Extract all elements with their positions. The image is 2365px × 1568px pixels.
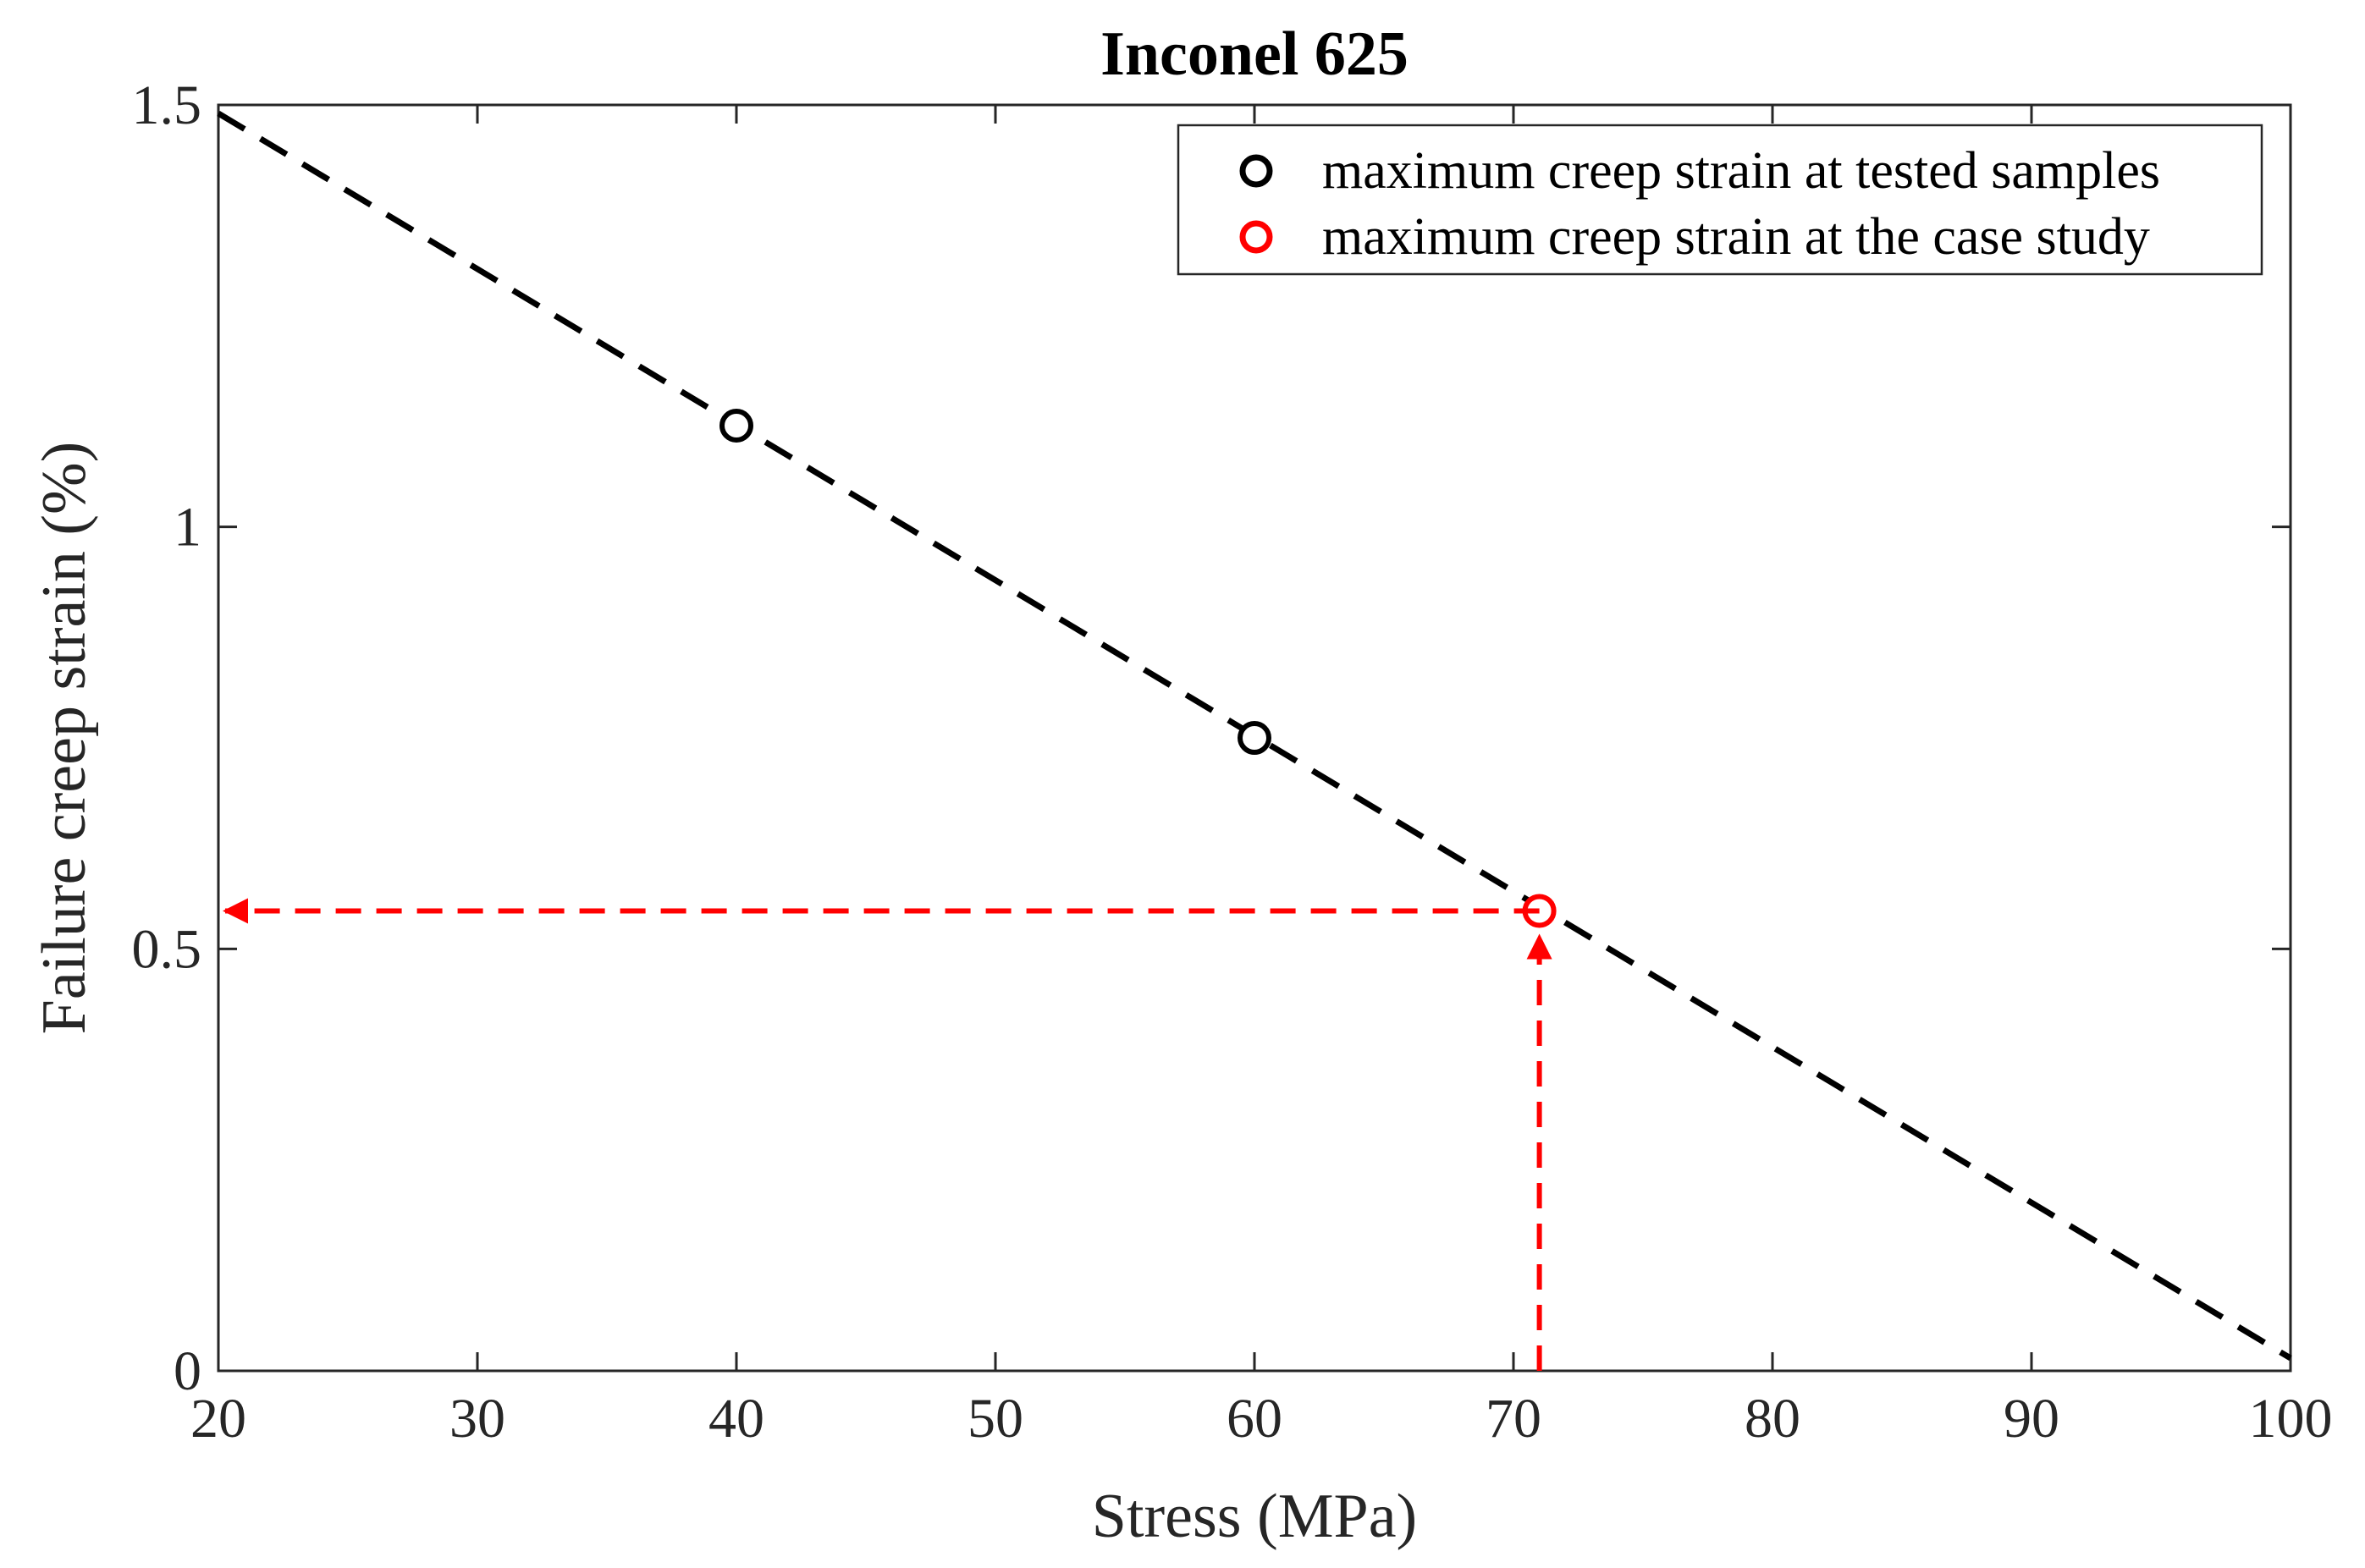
x-axis-tick-labels: 20 30 40 50 60 70 80 90 100 — [190, 1388, 2333, 1450]
x-tick-label: 80 — [1745, 1388, 1800, 1450]
fit-line — [217, 110, 2292, 1362]
plot-area — [217, 103, 2292, 1373]
legend-box — [1177, 124, 2263, 276]
x-axis-label: Stress (MPa) — [1092, 1482, 1417, 1551]
y-tick-label: 1.5 — [132, 74, 202, 136]
y-tick-label: 0 — [174, 1340, 201, 1402]
x-tick-label: 50 — [968, 1388, 1023, 1450]
legend-marker-tested-samples — [1239, 154, 1273, 188]
y-tick-label: 1 — [174, 497, 201, 558]
y-axis-tick-labels: 0 0.5 1 1.5 — [132, 74, 202, 1402]
annotation-layer — [223, 898, 1552, 1371]
x-tick-label: 40 — [708, 1388, 764, 1450]
x-tick-label: 20 — [190, 1388, 246, 1450]
x-tick-label: 90 — [2004, 1388, 2059, 1450]
series-layer — [217, 110, 2292, 1362]
y-axis-ticks — [218, 103, 2291, 1373]
x-axis-ticks — [217, 105, 2292, 1371]
data-point-tested-sample — [719, 408, 753, 443]
y-axis-label: Failure creep strain (%) — [30, 442, 99, 1035]
y-tick-label: 0.5 — [132, 918, 202, 980]
data-point-tested-sample — [1238, 721, 1271, 755]
legend-marker-case-study — [1239, 220, 1273, 254]
x-tick-label: 30 — [449, 1388, 505, 1450]
x-tick-label: 70 — [1486, 1388, 1541, 1450]
legend: maximum creep strain at tested samples m… — [1177, 124, 2263, 276]
legend-label-case-study: maximum creep strain at the case study — [1322, 208, 2150, 266]
x-tick-label: 60 — [1227, 1388, 1282, 1450]
x-tick-label: 100 — [2249, 1388, 2333, 1450]
chart-title: Inconel 625 — [1100, 19, 1409, 89]
legend-label-tested-samples: maximum creep strain at tested samples — [1322, 142, 2160, 200]
